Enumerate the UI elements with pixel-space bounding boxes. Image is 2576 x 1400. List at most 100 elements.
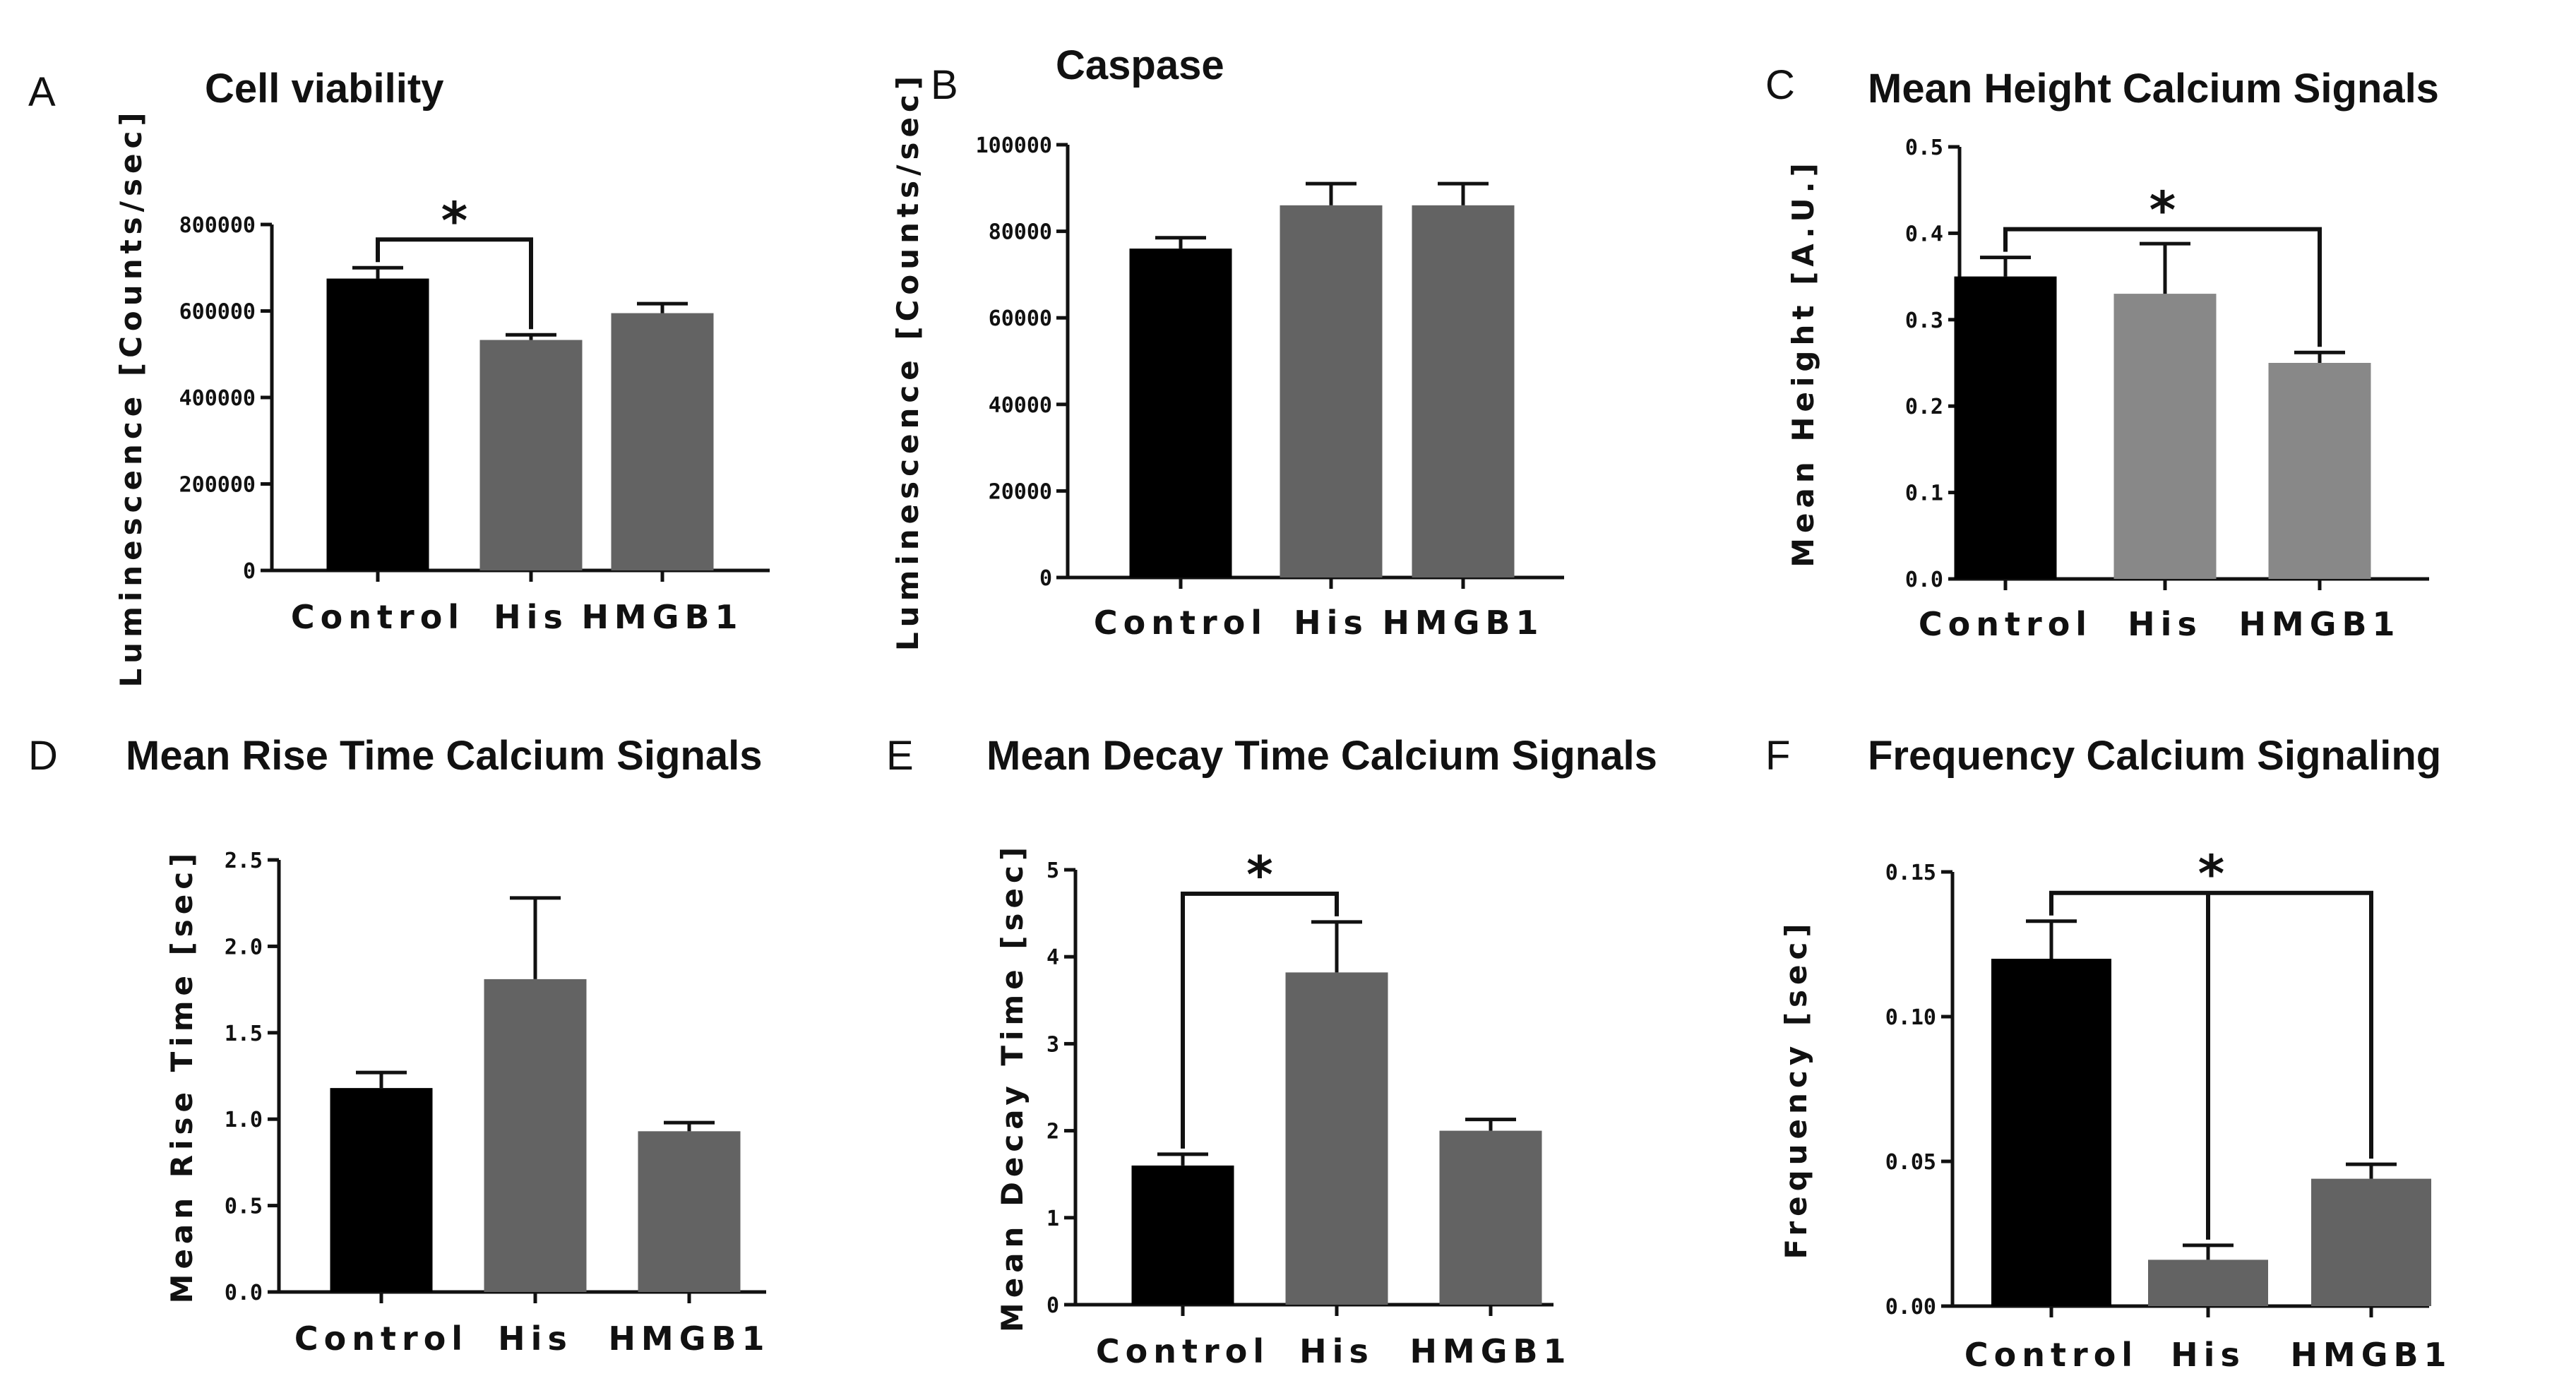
bar-hmgb1	[2268, 363, 2371, 579]
chart-title: Mean Rise Time Calcium Signals	[126, 733, 762, 779]
y-tick-label: 5	[1046, 858, 1059, 883]
x-tick-label: His	[498, 1320, 573, 1358]
y-axis-label: Frequency [sec]	[1779, 919, 1813, 1259]
y-tick-label: 3	[1046, 1032, 1059, 1057]
x-tick-label: HMGB1	[2290, 1336, 2452, 1374]
y-tick-label: 0	[1039, 566, 1052, 591]
panel-letter: A	[28, 69, 56, 115]
x-tick-label: HMGB1	[608, 1320, 770, 1358]
bar-control	[1131, 1165, 1234, 1305]
bar-his	[479, 340, 583, 570]
y-tick-label: 200000	[179, 473, 256, 498]
bar-his	[1285, 972, 1388, 1305]
y-tick-label: 2.5	[225, 849, 263, 873]
panel-letter: C	[1765, 62, 1795, 108]
bar-control	[330, 1088, 433, 1292]
x-tick-label: Control	[1919, 605, 2092, 643]
panel-e: E Mean Decay Time Calcium Signals Mean Dec…	[886, 733, 1657, 1370]
panel-c: C Mean Height Calcium Signals Mean Height …	[1765, 62, 2439, 643]
y-tick-label: 0.5	[225, 1195, 263, 1219]
chart-title: Caspase	[1056, 42, 1224, 88]
bar-control	[1954, 276, 2057, 579]
y-tick-label: 600000	[179, 300, 256, 325]
y-axis-label: Luminescence [Counts/sec]	[890, 71, 925, 651]
y-tick-label: 0	[1046, 1293, 1059, 1318]
chart-title: Mean Height Calcium Signals	[1868, 66, 2439, 112]
bar-his	[1280, 205, 1383, 578]
x-tick-label: Control	[294, 1320, 468, 1358]
x-tick-label: Control	[291, 598, 465, 636]
chart-title: Frequency Calcium Signaling	[1868, 733, 2441, 779]
y-tick-label: 0.2	[1905, 395, 1943, 419]
significance-star: *	[441, 191, 468, 250]
bar-hmgb1	[1439, 1130, 1542, 1305]
x-tick-label: His	[1294, 604, 1368, 642]
panel-letter: F	[1765, 733, 1790, 779]
bar-his	[484, 979, 587, 1292]
y-tick-label: 2.0	[225, 935, 263, 959]
bar-his	[2113, 294, 2217, 579]
x-tick-label: HMGB1	[1382, 604, 1544, 642]
y-tick-label: 0.5	[1905, 136, 1943, 160]
y-tick-label: 80000	[989, 220, 1052, 245]
y-tick-label: 60000	[989, 306, 1052, 331]
significance-bracket	[2003, 227, 2322, 347]
y-tick-label: 0.00	[1885, 1295, 1936, 1320]
significance-star: *	[2198, 844, 2225, 904]
y-tick-label: 0	[243, 559, 256, 584]
y-tick-label: 1.0	[225, 1108, 263, 1132]
significance-bracket	[1181, 891, 1339, 1149]
bar-control	[326, 278, 429, 570]
x-tick-label: HMGB1	[1409, 1332, 1571, 1370]
x-tick-label: His	[2128, 605, 2202, 643]
y-tick-label: 400000	[179, 386, 256, 411]
y-tick-label: 0.05	[1885, 1150, 1936, 1175]
x-tick-label: His	[1299, 1332, 1374, 1370]
significance-bracket	[2049, 890, 2373, 1159]
x-tick-label: Control	[1964, 1336, 2138, 1374]
significance-star: *	[1246, 845, 1273, 904]
bar-hmgb1	[2311, 1178, 2431, 1306]
y-axis-label: Mean Decay Time [sec]	[995, 842, 1030, 1332]
x-tick-label: His	[494, 598, 568, 636]
panel-letter: B	[931, 62, 958, 108]
x-tick-label: Control	[1094, 604, 1268, 642]
bar-control	[1129, 249, 1232, 578]
x-tick-label: His	[2171, 1336, 2246, 1374]
y-tick-label: 100000	[976, 133, 1052, 158]
panel-a: A Cell viability Luminescence [Counts/sec]…	[28, 66, 770, 688]
panel-d: D Mean Rise Time Calcium Signals Mean Rise…	[28, 733, 770, 1358]
significance-star: *	[2149, 181, 2176, 240]
y-axis-label: Mean Height [A.U.]	[1786, 158, 1820, 568]
y-tick-label: 0.3	[1905, 309, 1943, 333]
y-tick-label: 2	[1046, 1120, 1059, 1144]
panel-f: F Frequency Calcium Signaling Frequency [s…	[1765, 733, 2452, 1374]
y-tick-label: 0.1	[1905, 481, 1943, 506]
y-tick-label: 0.10	[1885, 1005, 1936, 1030]
significance-bracket	[376, 237, 533, 330]
y-tick-label: 0.0	[1905, 568, 1943, 592]
x-tick-label: HMGB1	[581, 598, 743, 636]
y-tick-label: 0.4	[1905, 222, 1943, 246]
y-tick-label: 800000	[179, 213, 256, 238]
y-tick-label: 0.15	[1885, 861, 1936, 885]
y-tick-label: 1.5	[225, 1022, 263, 1046]
chart-title: Cell viability	[205, 66, 443, 112]
bar-his	[2148, 1260, 2268, 1306]
bar-hmgb1	[611, 313, 714, 570]
y-tick-label: 0.0	[225, 1281, 263, 1305]
panel-b: B Caspase Luminescence [Counts/sec] 0 20000 4…	[890, 42, 1564, 651]
panel-letter: D	[28, 733, 58, 779]
bar-hmgb1	[1412, 205, 1515, 578]
y-tick-label: 1	[1046, 1207, 1059, 1231]
bar-hmgb1	[638, 1131, 741, 1292]
bar-control	[1991, 959, 2111, 1306]
y-tick-label: 20000	[989, 479, 1052, 504]
x-tick-label: Control	[1096, 1332, 1270, 1370]
chart-title: Mean Decay Time Calcium Signals	[986, 733, 1657, 779]
y-tick-label: 4	[1046, 945, 1059, 970]
x-tick-label: HMGB1	[2238, 605, 2400, 643]
panel-letter: E	[886, 733, 914, 779]
y-tick-label: 40000	[989, 393, 1052, 418]
